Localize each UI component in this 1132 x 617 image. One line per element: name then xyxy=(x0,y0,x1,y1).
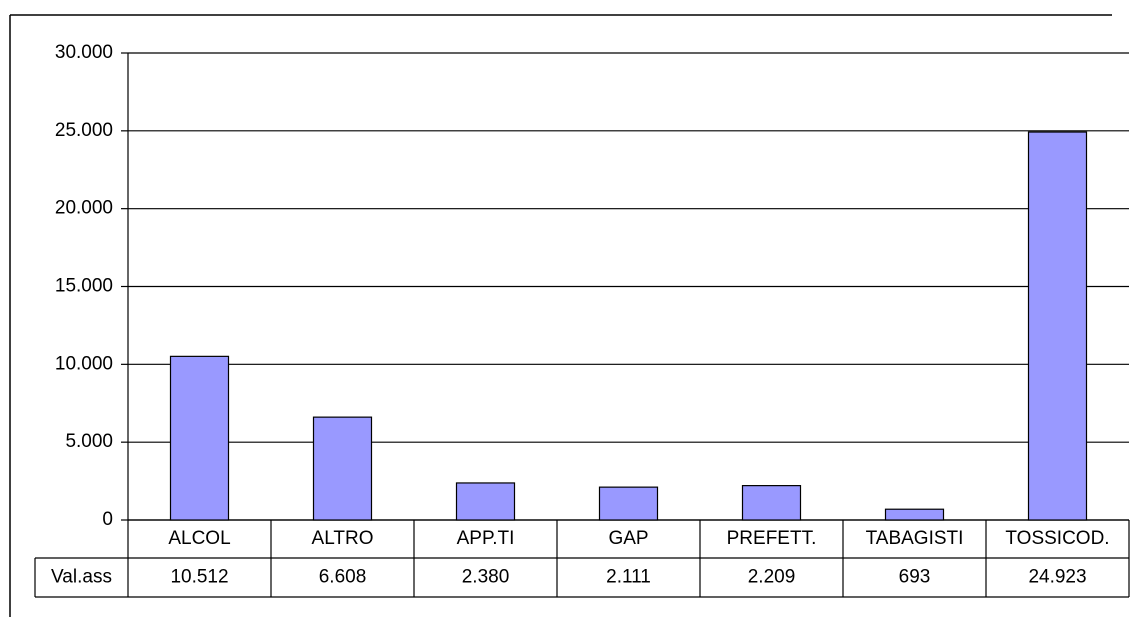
table-value: 2.380 xyxy=(462,567,510,588)
table-value: 10.512 xyxy=(170,567,228,588)
legend-label: Val.ass xyxy=(51,567,112,588)
x-tick-label: ALCOL xyxy=(168,528,230,549)
bar xyxy=(455,482,516,521)
bar xyxy=(1027,131,1088,521)
table-value: 6.608 xyxy=(319,567,367,588)
x-tick-label: PREFETT. xyxy=(727,528,817,549)
x-tick-label: ALTRO xyxy=(312,528,374,549)
bar xyxy=(312,416,373,521)
x-tick-label: TOSSICOD. xyxy=(1005,528,1109,549)
x-tick-label: GAP xyxy=(608,528,648,549)
y-tick-label: 10.000 xyxy=(55,353,113,374)
table-value: 2.209 xyxy=(748,567,796,588)
y-tick-label: 15.000 xyxy=(55,276,113,297)
y-tick-label: 30.000 xyxy=(55,42,113,63)
y-tick-label: 25.000 xyxy=(55,120,113,141)
x-tick-label: TABAGISTI xyxy=(866,528,964,549)
table-value: 2.111 xyxy=(606,567,651,588)
bar xyxy=(169,355,230,521)
table-value: 693 xyxy=(899,567,931,588)
bar xyxy=(741,485,802,521)
bar xyxy=(598,486,659,521)
table-value: 24.923 xyxy=(1028,567,1086,588)
bar xyxy=(884,508,945,521)
y-tick-label: 0 xyxy=(102,509,113,530)
x-tick-label: APP.TI xyxy=(457,528,515,549)
y-tick-label: 5.000 xyxy=(65,431,113,452)
y-tick-label: 20.000 xyxy=(55,198,113,219)
